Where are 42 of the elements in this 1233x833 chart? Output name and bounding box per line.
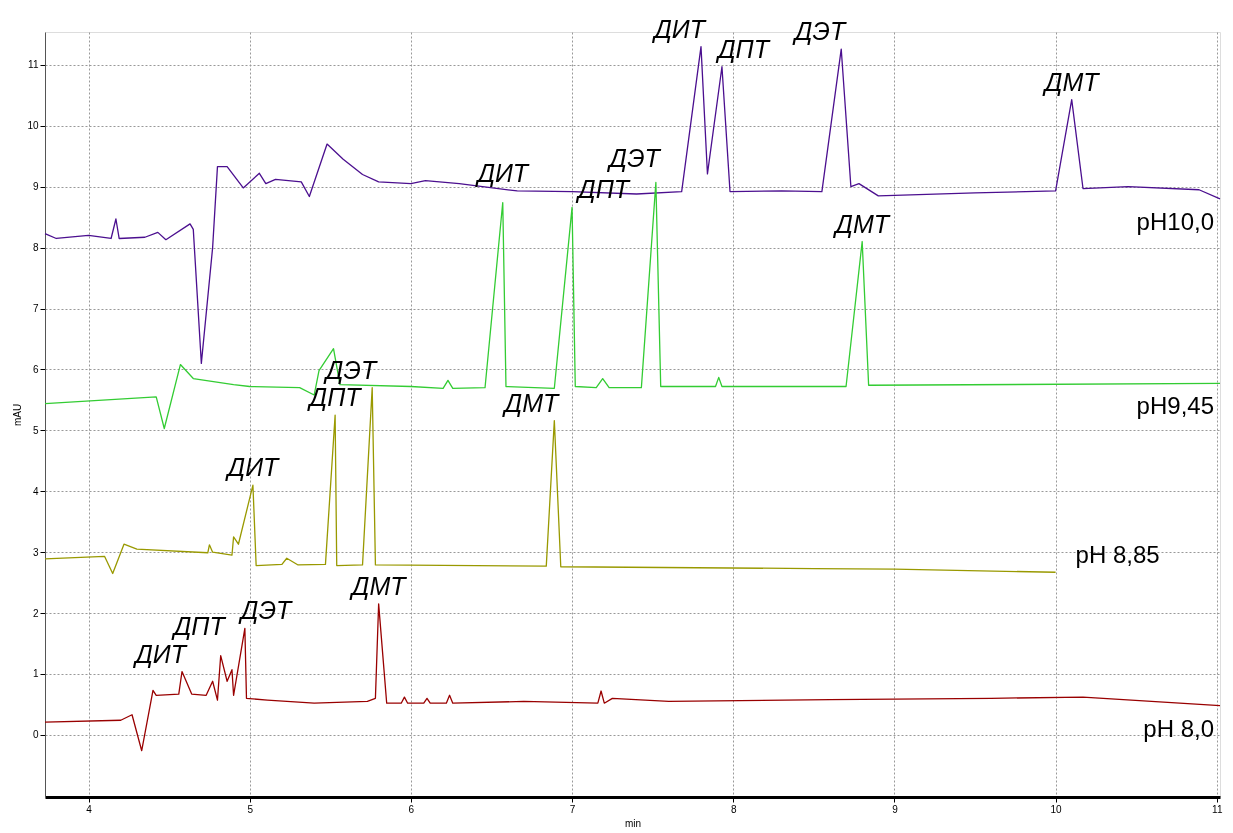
annotation: ДПТ — [306, 383, 363, 412]
y-tick-label: 3 — [32, 546, 39, 558]
y-tick-label: 11 — [28, 59, 39, 71]
y-tick-label: 1 — [32, 668, 39, 680]
y-tick-label: 7 — [32, 303, 39, 315]
y-tick-label: 10 — [27, 120, 39, 132]
x-tick-label: 7 — [569, 803, 576, 815]
annotation: ДИТ — [224, 453, 281, 482]
y-tick-label: 4 — [32, 485, 39, 497]
y-tick-label: 8 — [32, 242, 39, 254]
x-tick-label: 8 — [730, 803, 737, 815]
x-tick-label: 6 — [408, 803, 415, 815]
annotation: ДЭТ — [237, 596, 294, 625]
series-label: pH 8,0 — [1143, 714, 1214, 742]
annotation: ДМТ — [501, 388, 561, 417]
x-tick-label: 4 — [86, 803, 93, 815]
y-axis-title: mAU — [12, 403, 24, 427]
annotation: ДИТ — [474, 158, 530, 187]
x-tick-label: 5 — [247, 803, 254, 815]
annotation: ДМТ — [348, 571, 408, 600]
x-tick-label: 10 — [1050, 803, 1063, 815]
x-axis-title: min — [624, 817, 642, 829]
x-tick-label: 9 — [892, 803, 899, 815]
line-series — [44, 603, 1221, 752]
y-tick-label: 9 — [32, 181, 39, 193]
line-series — [44, 387, 1057, 575]
annotation: ДЭТ — [606, 144, 662, 173]
annotation: ДПТ — [714, 34, 771, 63]
annotation: ДИТ — [651, 14, 707, 43]
x-tick-label: 11 — [1212, 803, 1223, 815]
annotation: ДМТ — [1041, 67, 1101, 96]
series-label: pH9,45 — [1136, 392, 1214, 420]
y-tick-label: 2 — [32, 607, 39, 619]
y-tick-label: 0 — [32, 729, 39, 741]
y-tick-label: 5 — [32, 424, 39, 436]
annotation: ДПТ — [170, 611, 227, 640]
annotation: ДИТ — [132, 639, 188, 668]
series-label: pH 8,85 — [1075, 541, 1160, 569]
annotation: ДМТ — [832, 209, 891, 238]
annotation: ДЭТ — [791, 17, 847, 46]
series-label: pH10,0 — [1136, 207, 1214, 235]
y-tick-label: 6 — [32, 363, 39, 375]
